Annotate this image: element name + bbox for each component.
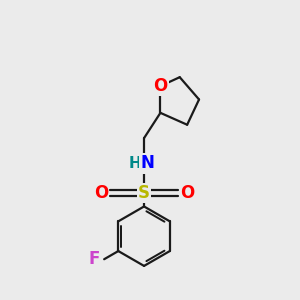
Text: O: O: [94, 184, 108, 202]
Text: F: F: [89, 250, 100, 268]
Text: H: H: [129, 156, 142, 171]
Text: S: S: [138, 184, 150, 202]
Text: O: O: [180, 184, 194, 202]
Text: O: O: [153, 77, 167, 95]
Text: N: N: [141, 154, 154, 172]
